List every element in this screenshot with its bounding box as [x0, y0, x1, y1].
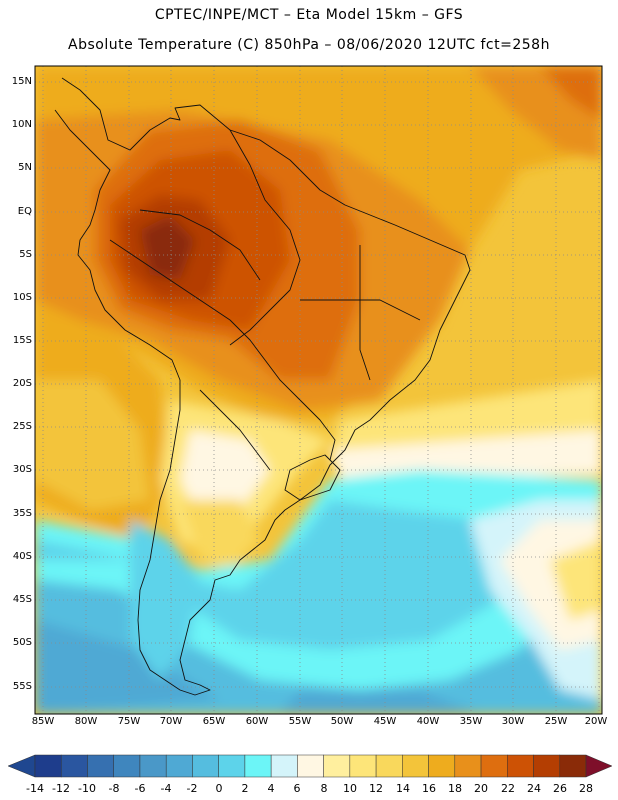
- lat-label: 40S: [12, 551, 32, 562]
- colorbar-label: 20: [474, 782, 488, 795]
- colorbar-label: 6: [293, 782, 301, 795]
- colorbar-swatch: [165, 754, 193, 778]
- colorbar-label: 4: [267, 782, 275, 795]
- lat-label: 45S: [12, 594, 32, 605]
- colorbar-swatch: [323, 754, 351, 778]
- colorbar-label: 8: [320, 782, 328, 795]
- colorbar-swatch: [428, 754, 456, 778]
- colorbar-label: -8: [108, 782, 120, 795]
- lat-label: 55S: [12, 681, 32, 692]
- coastlines: [54, 77, 471, 696]
- chart-title-line-1: CPTEC/INPE/MCT – Eta Model 15km – GFS: [154, 7, 464, 23]
- lat-label: 20S: [12, 378, 32, 389]
- colorbar-label: 10: [343, 782, 357, 795]
- lon-label: 35W: [459, 716, 483, 727]
- lon-label: 45W: [373, 716, 397, 727]
- colorbar-swatch: [533, 754, 561, 778]
- colorbar-swatch: [87, 754, 114, 778]
- lon-label: 85W: [31, 716, 55, 727]
- colorbar-swatch: [507, 754, 534, 778]
- colorbar-swatch: [218, 754, 246, 778]
- lon-label: 25W: [544, 716, 568, 727]
- lat-label: 10N: [11, 119, 32, 130]
- lon-label: 70W: [159, 716, 183, 727]
- colorbar-swatch: [454, 754, 482, 778]
- graticule: [35, 66, 602, 714]
- colorbar-swatch: [297, 754, 324, 778]
- lat-label: 10S: [12, 292, 32, 303]
- colorbar-label: -2: [186, 782, 198, 795]
- colorbar-label: -10: [78, 782, 96, 795]
- colorbar-label: 22: [501, 782, 515, 795]
- colorbar-label: 2: [241, 782, 249, 795]
- colorbar-label: 12: [369, 782, 383, 795]
- lat-label: 35S: [12, 508, 32, 519]
- colorbar-label: -4: [160, 782, 172, 795]
- temperature-field: [35, 66, 602, 714]
- colorbar-swatch: [349, 754, 377, 778]
- map-frame: [34, 65, 603, 715]
- lon-label: 20W: [584, 716, 608, 727]
- colorbar-label: 0: [215, 782, 223, 795]
- colorbar-swatch: [270, 754, 298, 778]
- lon-label: 75W: [117, 716, 141, 727]
- colorbar-swatch: [244, 754, 272, 778]
- lon-label: 80W: [74, 716, 98, 727]
- colorbar-label: 16: [422, 782, 436, 795]
- colorbar-swatch: [139, 754, 167, 778]
- colorbar-label: -12: [52, 782, 70, 795]
- colorbar-swatch: [480, 754, 508, 778]
- colorbar-label: 14: [396, 782, 410, 795]
- lat-label: 15N: [11, 76, 32, 87]
- lon-label: 30W: [501, 716, 525, 727]
- chart-title-line-2: Absolute Temperature (C) 850hPa – 08/06/…: [68, 37, 550, 53]
- colorbar-swatch: [192, 754, 219, 778]
- colorbar-label: 24: [527, 782, 541, 795]
- lat-label: 50S: [12, 637, 32, 648]
- colorbar-swatch: [402, 754, 429, 778]
- lon-label: 60W: [245, 716, 269, 727]
- lon-label: 65W: [202, 716, 226, 727]
- colorbar-label: 18: [448, 782, 462, 795]
- colorbar-label: -6: [134, 782, 146, 795]
- lat-label: 5N: [18, 162, 32, 173]
- colorbar-swatch: [375, 754, 403, 778]
- colorbar-label: -14: [26, 782, 44, 795]
- colorbar-arrow-high: [585, 754, 613, 778]
- lat-label: 25S: [12, 421, 32, 432]
- lat-label: 15S: [12, 335, 32, 346]
- colorbar-label: 28: [579, 782, 593, 795]
- lon-label: 50W: [330, 716, 354, 727]
- colorbar-swatch: [60, 754, 88, 778]
- colorbar-arrow-low: [7, 754, 36, 778]
- colorbar-swatch: [559, 754, 587, 778]
- lat-label: 5S: [19, 249, 32, 260]
- lon-label: 55W: [288, 716, 312, 727]
- colorbar-swatch: [34, 754, 62, 778]
- lat-label: 30S: [12, 464, 32, 475]
- lon-label: 40W: [416, 716, 440, 727]
- lat-label: EQ: [17, 206, 32, 217]
- colorbar: [7, 754, 613, 778]
- colorbar-label: 26: [553, 782, 567, 795]
- colorbar-swatch: [113, 754, 141, 778]
